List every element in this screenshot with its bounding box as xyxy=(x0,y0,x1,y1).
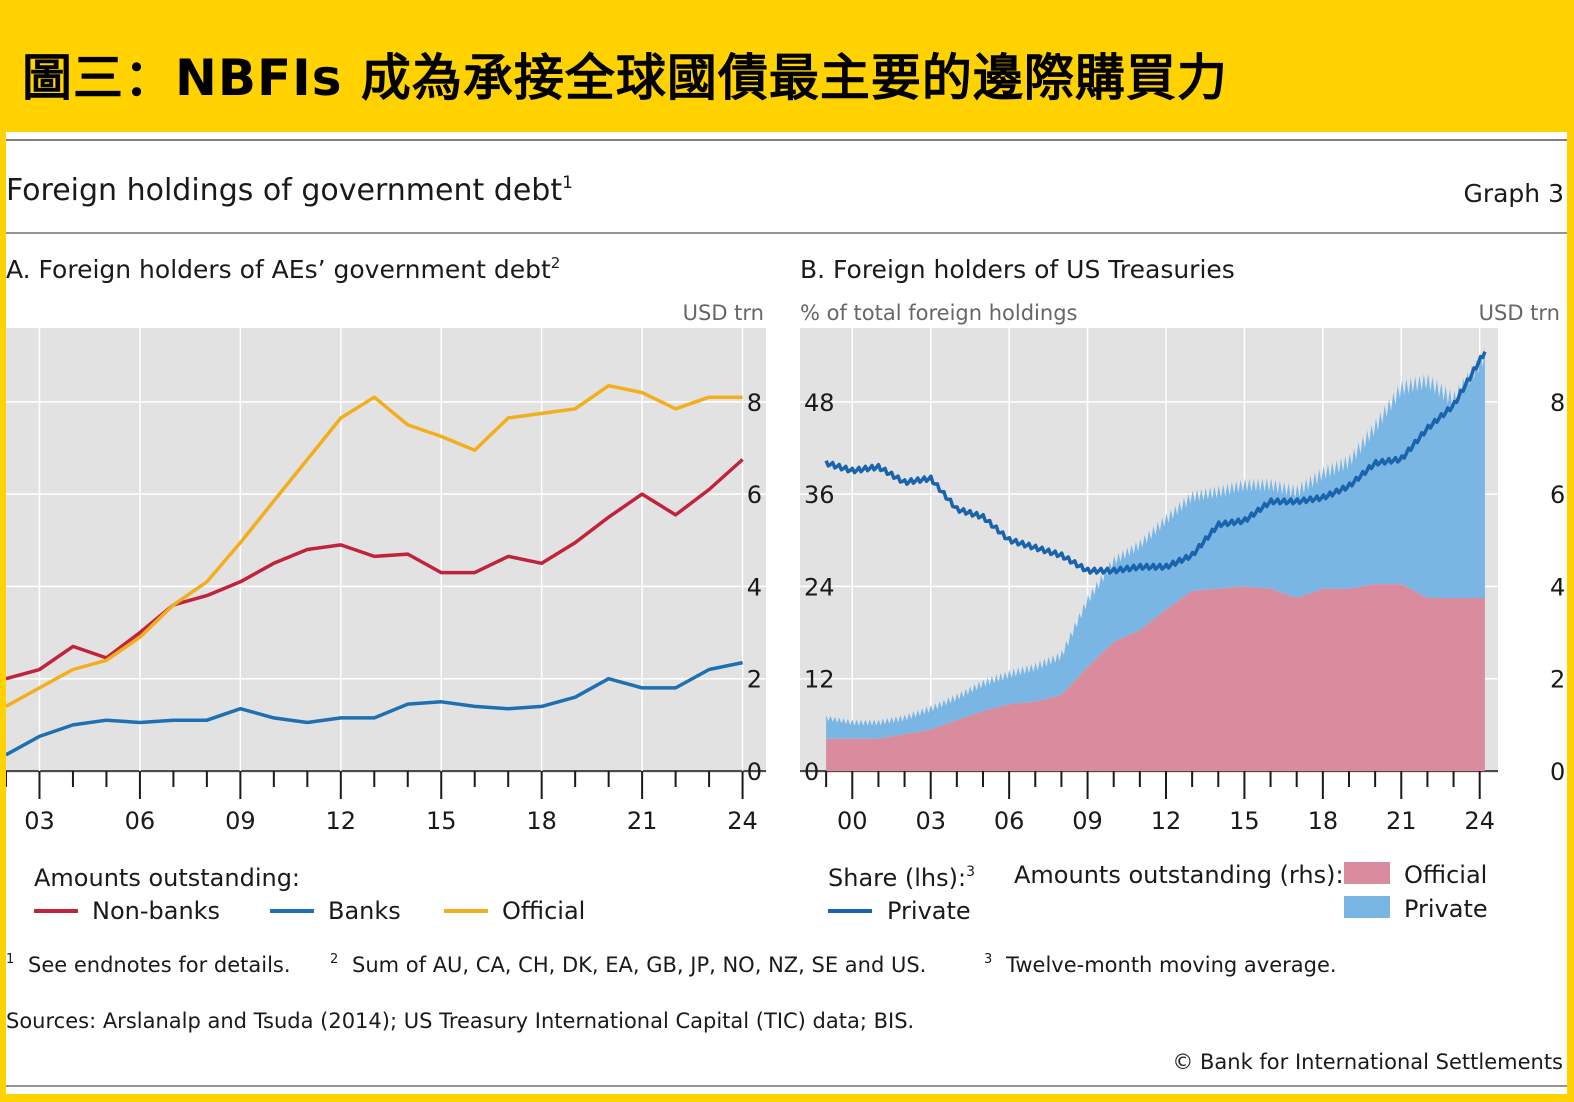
panel-b-ytick-lhs-label: 48 xyxy=(804,389,835,417)
panel-a-ytick-label: 0 xyxy=(747,758,762,786)
panel-b-title: B. Foreign holders of US Treasuries xyxy=(800,255,1235,284)
legend-private-line-label: Private xyxy=(887,897,971,925)
graph-title: Foreign holdings of government debt1 xyxy=(6,173,573,208)
area-private-amount xyxy=(826,347,1485,739)
panel-b-xtick-label: 09 xyxy=(1072,807,1103,835)
panel-a-series-lines xyxy=(6,383,744,757)
legend-a-heading: Amounts outstanding: xyxy=(34,864,300,892)
footnote-3: 3 Twelve-month moving average. xyxy=(984,952,1337,977)
series-line-banks xyxy=(6,660,743,757)
panel-b-unit-right: USD trn xyxy=(1479,301,1560,325)
footnote-1: 1 See endnotes for details. xyxy=(6,952,291,977)
panel-a-title: A. Foreign holders of AEs’ government de… xyxy=(6,254,560,284)
legend-official-area-swatch xyxy=(1344,862,1390,884)
panel-b-ytick-rhs-label: 8 xyxy=(1550,389,1565,417)
panel-a-xtick-label: 15 xyxy=(426,807,457,835)
panel-b-ytick-lhs-label: 36 xyxy=(804,481,835,509)
panel-b-xtick-label: 21 xyxy=(1386,807,1417,835)
legend-b-share-heading: Share (lhs):3 xyxy=(828,864,975,892)
graph-svg: Foreign holdings of government debt1 Gra… xyxy=(6,139,1567,1087)
panel-b-ytick-lhs-label: 0 xyxy=(804,758,819,786)
panel-b-xtick-label: 06 xyxy=(994,807,1025,835)
panel-b-ytick-rhs-label: 4 xyxy=(1550,573,1565,601)
legend-official-area-label: Official xyxy=(1404,861,1487,889)
series-line-private-share xyxy=(824,351,1487,575)
copyright-note: © Bank for International Settlements xyxy=(1172,1050,1563,1074)
panel-a-unit: USD trn xyxy=(683,301,764,325)
panel-a-xtick-label: 21 xyxy=(627,807,658,835)
panel-b-ytick-rhs-label: 6 xyxy=(1550,481,1565,509)
panel-b-xtick-label: 03 xyxy=(915,807,946,835)
panel-b-xtick-label: 18 xyxy=(1308,807,1339,835)
panel-a-plot-area xyxy=(6,328,766,773)
panel-a-ytick-label: 8 xyxy=(747,389,762,417)
panel-b-ytick-lhs-label: 12 xyxy=(804,666,835,694)
legend-official-label: Official xyxy=(502,897,585,925)
panel-b-ytick-rhs-label: 0 xyxy=(1550,758,1565,786)
panel-a-xtick-label: 24 xyxy=(727,807,758,835)
panel-b-share-line xyxy=(824,351,1487,575)
panel-a-xtick-label: 12 xyxy=(326,807,357,835)
panel-b-xtick-label: 00 xyxy=(837,807,868,835)
panel-b-unit-left: % of total foreign holdings xyxy=(800,301,1077,325)
panel-b-ytick-rhs-label: 2 xyxy=(1550,666,1565,694)
footnote-2: 2 Sum of AU, CA, CH, DK, EA, GB, JP, NO, … xyxy=(330,952,926,977)
legend-b-amounts-heading: Amounts outstanding (rhs): xyxy=(1014,861,1344,889)
legend-nonbanks-label: Non-banks xyxy=(92,897,220,925)
panel-a-legend: Amounts outstanding: Non-banks Banks Off… xyxy=(34,864,585,925)
panel-a-xtick-label: 09 xyxy=(225,807,256,835)
panel-b-xtick-label: 15 xyxy=(1229,807,1260,835)
panel-b-xtick-label: 12 xyxy=(1151,807,1182,835)
legend-banks-label: Banks xyxy=(328,897,401,925)
panel-b-stacked-areas xyxy=(826,347,1485,771)
legend-private-area-label: Private xyxy=(1404,895,1488,923)
legend-private-area-swatch xyxy=(1344,896,1390,918)
series-line-official xyxy=(6,383,743,708)
series-line-nonbanks xyxy=(6,458,744,681)
panel-a-ytick-label: 6 xyxy=(747,481,762,509)
sources-note: Sources: Arslanalp and Tsuda (2014); US … xyxy=(6,1009,914,1033)
panel-a-xtick-label: 18 xyxy=(526,807,557,835)
panel-a-ytick-label: 2 xyxy=(747,666,762,694)
panel-a-ytick-label: 4 xyxy=(747,573,762,601)
panel-a-gridlines xyxy=(6,328,766,771)
panel-b-ytick-lhs-label: 24 xyxy=(804,573,835,601)
panel-b-legend: Share (lhs):3 Private Amounts outstandin… xyxy=(828,861,1488,925)
area-official-amount xyxy=(826,584,1485,771)
footnotes: 1 See endnotes for details. 2 Sum of AU, C… xyxy=(6,952,1563,1074)
title-banner: 圖三：NBFIs 成為承接全球國債最主要的邊際購買力 xyxy=(0,0,1574,132)
panel-b-xtick-label: 24 xyxy=(1464,807,1495,835)
graph-panel: Foreign holdings of government debt1 Gra… xyxy=(6,132,1567,1094)
panel-a-xtick-label: 03 xyxy=(24,807,55,835)
banner-title: 圖三：NBFIs 成為承接全球國債最主要的邊際購買力 xyxy=(22,49,1228,107)
panel-a-xtick-label: 06 xyxy=(125,807,156,835)
graph-number: Graph 3 xyxy=(1463,179,1564,208)
